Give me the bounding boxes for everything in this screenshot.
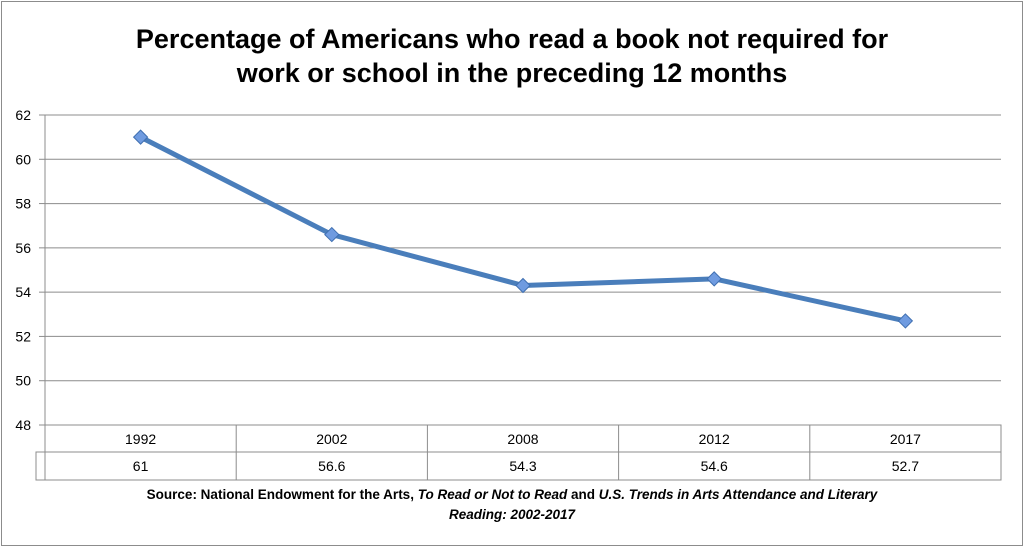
x-category-label: 2012 bbox=[699, 431, 730, 447]
data-point-marker bbox=[324, 226, 340, 243]
data-table-value: 54.6 bbox=[701, 458, 728, 474]
y-tick-label: 60 bbox=[15, 151, 31, 167]
chart-title-line-2: work or school in the preceding 12 month… bbox=[236, 58, 788, 88]
x-category-label: 2008 bbox=[507, 431, 538, 447]
data-table-value: 52.7 bbox=[892, 458, 919, 474]
data-point-marker bbox=[706, 271, 722, 287]
source-prefix: Source: National Endowment for the Arts, bbox=[146, 487, 418, 502]
chart-title-line-1: Percentage of Americans who read a book … bbox=[135, 24, 889, 54]
x-category-label: 1992 bbox=[125, 431, 156, 447]
data-table-value: 61 bbox=[133, 458, 149, 474]
data-point-marker bbox=[132, 129, 149, 145]
data-point-marker bbox=[897, 313, 914, 329]
y-tick-label: 54 bbox=[15, 284, 31, 300]
source-title-1: To Read or Not to Read bbox=[417, 487, 568, 502]
y-tick-label: 62 bbox=[15, 107, 31, 123]
y-tick-label: 50 bbox=[15, 373, 31, 389]
data-point-marker bbox=[515, 277, 531, 294]
data-table-value: 54.3 bbox=[509, 458, 536, 474]
source-title-2b: Reading: 2002-2017 bbox=[448, 507, 576, 522]
source-title-2a: U.S. Trends in Arts Attendance and Liter… bbox=[598, 487, 878, 502]
y-tick-label: 58 bbox=[15, 196, 31, 212]
chart-title: Percentage of Americans who read a book … bbox=[0, 22, 1024, 90]
source-note: Source: National Endowment for the Arts,… bbox=[0, 485, 1024, 525]
x-category-label: 2017 bbox=[890, 431, 921, 447]
data-table-value-row bbox=[35, 451, 1002, 481]
y-tick-label: 56 bbox=[15, 240, 31, 256]
series-line bbox=[138, 134, 908, 324]
data-table-value: 56.6 bbox=[318, 458, 345, 474]
y-tick-label: 52 bbox=[15, 328, 31, 344]
source-mid: and bbox=[567, 487, 599, 502]
y-tick-label: 48 bbox=[15, 417, 31, 433]
x-category-label: 2002 bbox=[316, 431, 347, 447]
